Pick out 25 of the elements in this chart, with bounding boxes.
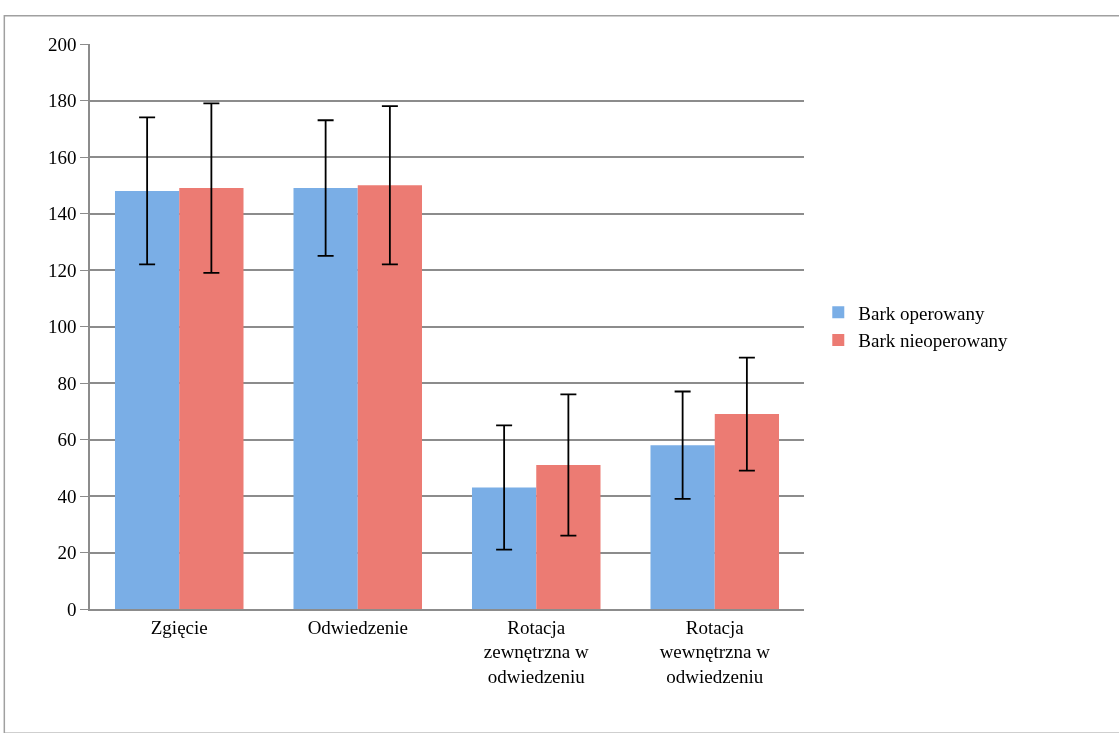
y-tick-label: 20 bbox=[57, 542, 77, 564]
x-tick-label: Odwiedzenie bbox=[307, 616, 408, 638]
x-tick-label: Rotacja wewnętrzna w odwiedzeniu bbox=[659, 616, 771, 687]
bar bbox=[714, 414, 780, 609]
y-tick-label: 100 bbox=[47, 316, 77, 338]
bar bbox=[179, 188, 244, 609]
y-tick-label: 40 bbox=[57, 485, 77, 507]
y-tick-label: 140 bbox=[47, 203, 77, 225]
x-tick-label: Zgięcie bbox=[150, 616, 208, 638]
y-tick-label: 160 bbox=[47, 146, 77, 168]
x-tick-label: Rotacja zewnętrzna w odwiedzeniu bbox=[483, 616, 590, 687]
y-tick-label: 60 bbox=[57, 429, 77, 451]
legend-label: Bark operowany bbox=[858, 302, 985, 324]
bar bbox=[114, 190, 180, 609]
bar bbox=[471, 487, 537, 609]
bar bbox=[357, 185, 423, 609]
y-tick-label: 0 bbox=[66, 598, 77, 620]
bar bbox=[536, 464, 601, 609]
y-tick-label: 80 bbox=[57, 372, 77, 394]
bar bbox=[293, 188, 358, 609]
bar bbox=[650, 445, 715, 609]
y-tick-label: 200 bbox=[47, 33, 77, 55]
y-tick-label: 120 bbox=[47, 259, 77, 281]
y-tick-label: 180 bbox=[47, 90, 77, 112]
legend-label: Bark nieoperowany bbox=[858, 330, 1009, 352]
